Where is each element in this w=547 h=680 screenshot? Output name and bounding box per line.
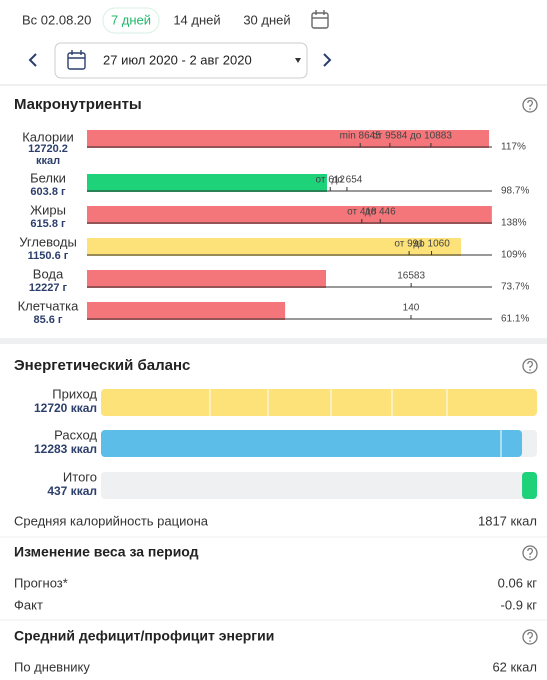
section-title: Макронутриенты	[14, 96, 142, 113]
section-title: Средний дефицит/профицит энергии	[14, 628, 274, 644]
marker-label: 16583	[397, 271, 425, 282]
marker-label: до 446	[365, 207, 396, 218]
energy-bar	[522, 472, 537, 499]
avg-label: Средняя калорийность рациона	[14, 513, 209, 528]
range-label[interactable]: 27 июл 2020 - 2 авг 2020	[103, 52, 252, 67]
divider	[0, 84, 547, 86]
calendar-icon[interactable]	[311, 10, 329, 29]
energy-name: Расход	[54, 427, 97, 442]
percent-label: 138%	[501, 218, 527, 229]
help-icon-dot	[529, 640, 531, 642]
energy-name: Итого	[63, 469, 97, 484]
percent-label: 117%	[501, 142, 526, 153]
range-calendar-icon	[67, 50, 86, 70]
tab-active-bg	[102, 7, 160, 34]
energy-value: 12283 ккал	[34, 442, 97, 456]
period-tab[interactable]: 14 дней	[173, 12, 220, 27]
row-value: 0.06 кг	[498, 575, 538, 590]
energy-value: 12720 ккал	[34, 401, 97, 415]
range-box[interactable]	[54, 42, 308, 79]
period-tab[interactable]: 30 дней	[243, 12, 290, 27]
percent-label: 109%	[501, 250, 527, 261]
energy-name: Приход	[52, 386, 97, 401]
period-tab[interactable]: 7 дней	[111, 12, 151, 27]
help-icon[interactable]	[522, 629, 538, 645]
avg-value: 1817 ккал	[478, 513, 537, 528]
marker-label: от 991	[394, 239, 424, 250]
help-icon-dot	[529, 369, 531, 371]
section-title: Энергетический баланс	[14, 357, 190, 374]
date-label[interactable]: Вс 02.08.20	[22, 12, 91, 27]
nutrient-name: Вода	[33, 266, 64, 281]
energy-bar	[101, 389, 537, 416]
marker-label: до 654	[332, 175, 363, 186]
nutrient-bar	[87, 174, 327, 192]
nutrient-name: Жиры	[30, 202, 66, 217]
nutrient-value: 12227 г	[29, 282, 68, 294]
nutrient-value: 1150.6 г	[28, 250, 69, 262]
divider	[0, 338, 547, 344]
marker-label: до 10883	[410, 131, 452, 142]
row-value: -0.9 кг	[501, 597, 538, 612]
help-icon-mark	[527, 631, 533, 639]
nutrient-bar	[87, 302, 286, 320]
nutrient-value: 603.8 г	[30, 186, 66, 198]
nutrient-bar	[87, 206, 492, 224]
section-title: Изменение веса за период	[14, 544, 199, 560]
marker-label: до 1060	[413, 239, 450, 250]
help-icon-dot	[529, 556, 531, 558]
help-icon[interactable]	[522, 97, 538, 113]
nutrient-bar	[87, 130, 490, 148]
next-arrow[interactable]	[323, 53, 332, 67]
row-label: По дневнику	[14, 659, 90, 674]
help-icon-mark	[527, 99, 533, 107]
marker-label: от 612	[316, 175, 346, 186]
help-icon-mark	[527, 547, 533, 555]
nutrient-name: Калории	[22, 129, 74, 144]
nutrient-name: Клетчатка	[18, 298, 80, 313]
nutrient-value: 85.6 г	[33, 314, 62, 326]
energy-track	[101, 472, 537, 499]
help-icon[interactable]	[522, 545, 538, 561]
nutrient-unit: ккал	[36, 155, 60, 167]
marker-label: 140	[403, 303, 420, 314]
percent-label: 98.7%	[501, 186, 529, 197]
row-value: 62 ккал	[492, 659, 537, 674]
nutrient-value: 12720.2	[28, 143, 68, 155]
nutrient-bar	[87, 270, 326, 288]
energy-bar	[101, 430, 523, 457]
prev-arrow[interactable]	[28, 53, 37, 67]
dropdown-caret[interactable]	[295, 58, 301, 63]
row-label: Факт	[14, 597, 43, 612]
row-label: Прогноз*	[14, 575, 68, 590]
marker-label: min 8645	[340, 131, 382, 142]
help-icon-mark	[527, 360, 533, 368]
nutrient-bar	[87, 238, 461, 256]
help-icon[interactable]	[522, 358, 538, 374]
marker-label: от 9584	[372, 131, 407, 142]
help-icon-dot	[529, 108, 531, 110]
marker-label: от 418	[347, 207, 377, 218]
energy-value: 437 ккал	[47, 484, 97, 498]
percent-label: 61.1%	[501, 314, 529, 325]
nutrient-name: Углеводы	[19, 234, 77, 249]
percent-label: 73.7%	[501, 282, 529, 293]
nutrient-name: Белки	[30, 170, 66, 185]
nutrient-value: 615.8 г	[30, 218, 66, 230]
